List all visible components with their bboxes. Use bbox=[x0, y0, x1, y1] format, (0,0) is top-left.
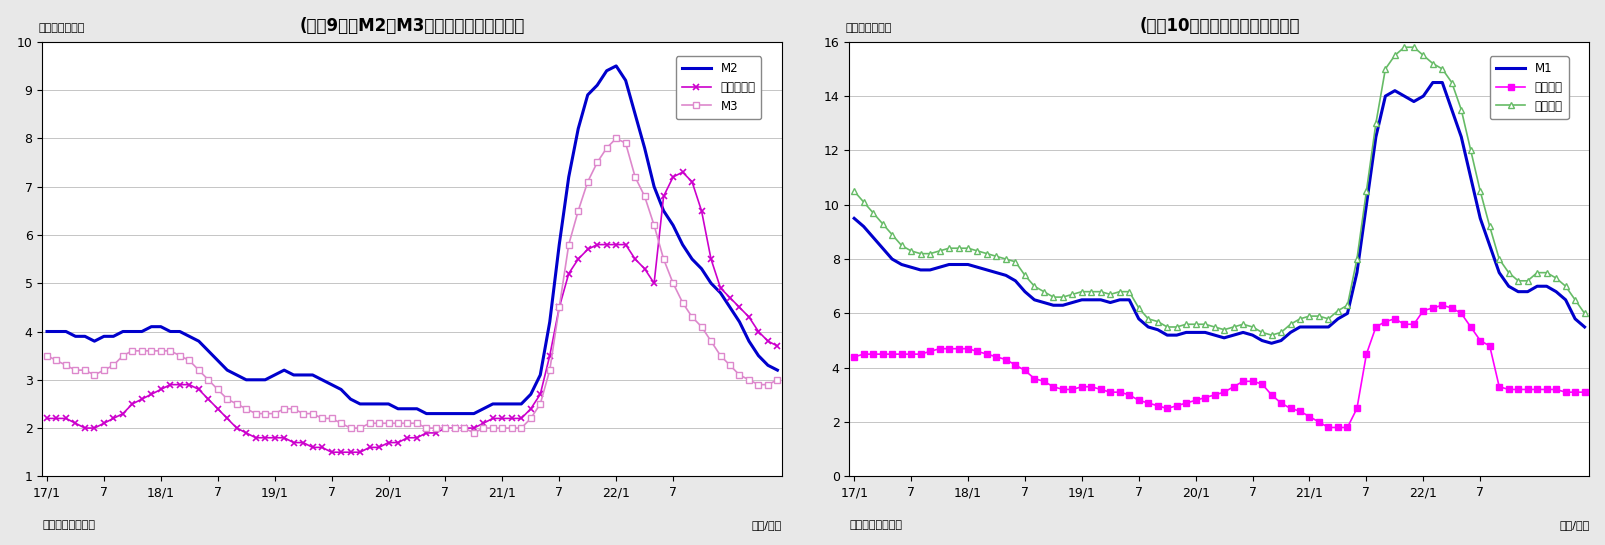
現金通貨 bbox=[1432, 302, 1451, 308]
広義流動性 bbox=[672, 169, 692, 175]
M1 bbox=[1082, 296, 1101, 303]
預金通貨 bbox=[1262, 332, 1281, 338]
Line: M1: M1 bbox=[854, 82, 1584, 343]
M1 bbox=[1262, 340, 1281, 347]
Line: 預金通貨: 預金通貨 bbox=[851, 44, 1587, 338]
M2 bbox=[417, 410, 437, 417]
M1 bbox=[1422, 79, 1441, 86]
M3 bbox=[85, 372, 104, 378]
預金通貨 bbox=[1082, 288, 1101, 295]
預金通貨 bbox=[1157, 324, 1176, 330]
預金通貨 bbox=[891, 242, 910, 249]
現金通貨 bbox=[844, 354, 863, 360]
M2 bbox=[160, 328, 180, 335]
Text: （資料）日本銀行: （資料）日本銀行 bbox=[849, 520, 902, 530]
Text: （前年比、％）: （前年比、％） bbox=[846, 23, 891, 33]
現金通貨 bbox=[1318, 424, 1337, 431]
M3 bbox=[274, 405, 294, 412]
広義流動性 bbox=[321, 449, 340, 456]
M3 bbox=[160, 348, 180, 354]
預金通貨 bbox=[1575, 310, 1594, 317]
現金通貨 bbox=[1082, 384, 1101, 390]
M2 bbox=[37, 328, 56, 335]
広義流動性 bbox=[417, 429, 437, 436]
M1 bbox=[1157, 332, 1176, 338]
現金通貨 bbox=[891, 351, 910, 358]
預金通貨 bbox=[844, 188, 863, 195]
Text: （前年比、％）: （前年比、％） bbox=[39, 23, 85, 33]
広義流動性 bbox=[37, 415, 56, 422]
預金通貨 bbox=[968, 247, 987, 254]
M3 bbox=[464, 429, 483, 436]
M3 bbox=[350, 425, 369, 431]
Text: （資料）日本銀行: （資料）日本銀行 bbox=[42, 520, 95, 530]
Line: M2: M2 bbox=[47, 66, 777, 414]
M2 bbox=[607, 63, 626, 69]
M3 bbox=[607, 135, 626, 142]
現金通貨 bbox=[1375, 318, 1395, 325]
M2 bbox=[350, 401, 369, 407]
現金通貨 bbox=[1213, 389, 1233, 396]
M1 bbox=[1213, 335, 1233, 341]
M1 bbox=[1575, 324, 1594, 330]
預金通貨 bbox=[1393, 44, 1412, 51]
Line: M3: M3 bbox=[45, 136, 780, 435]
M1 bbox=[968, 264, 987, 270]
Text: （年/月）: （年/月） bbox=[1558, 520, 1589, 530]
広義流動性 bbox=[767, 343, 786, 349]
現金通貨 bbox=[1157, 405, 1176, 411]
M1 bbox=[891, 261, 910, 268]
M2 bbox=[85, 338, 104, 344]
現金通貨 bbox=[968, 348, 987, 355]
預金通貨 bbox=[1213, 326, 1233, 333]
M1 bbox=[1375, 93, 1395, 99]
Legend: M1, 現金通貨, 預金通貨: M1, 現金通貨, 預金通貨 bbox=[1489, 56, 1568, 119]
M2 bbox=[408, 405, 427, 412]
広義流動性 bbox=[568, 256, 587, 262]
現金通貨 bbox=[1575, 389, 1594, 396]
M2 bbox=[274, 367, 294, 373]
Line: 広義流動性: 広義流動性 bbox=[45, 169, 780, 455]
預金通貨 bbox=[1375, 65, 1395, 72]
M3 bbox=[408, 420, 427, 427]
広義流動性 bbox=[160, 382, 180, 388]
広義流動性 bbox=[85, 425, 104, 431]
Title: (図袆9）　M2、M3、広義流動性の伸び率: (図袆9） M2、M3、広義流動性の伸び率 bbox=[300, 17, 525, 35]
Text: （年/月）: （年/月） bbox=[751, 520, 782, 530]
M2 bbox=[767, 367, 786, 373]
広義流動性 bbox=[360, 444, 379, 451]
M2 bbox=[568, 125, 587, 132]
M3 bbox=[37, 353, 56, 359]
M1 bbox=[844, 215, 863, 222]
M3 bbox=[767, 377, 786, 383]
Title: (図袆10）　現金・預金の伸び率: (図袆10） 現金・預金の伸び率 bbox=[1138, 17, 1298, 35]
Legend: M2, 広義流動性, M3: M2, 広義流動性, M3 bbox=[676, 56, 761, 119]
広義流動性 bbox=[274, 434, 294, 441]
Line: 現金通貨: 現金通貨 bbox=[851, 302, 1586, 430]
M3 bbox=[568, 208, 587, 214]
